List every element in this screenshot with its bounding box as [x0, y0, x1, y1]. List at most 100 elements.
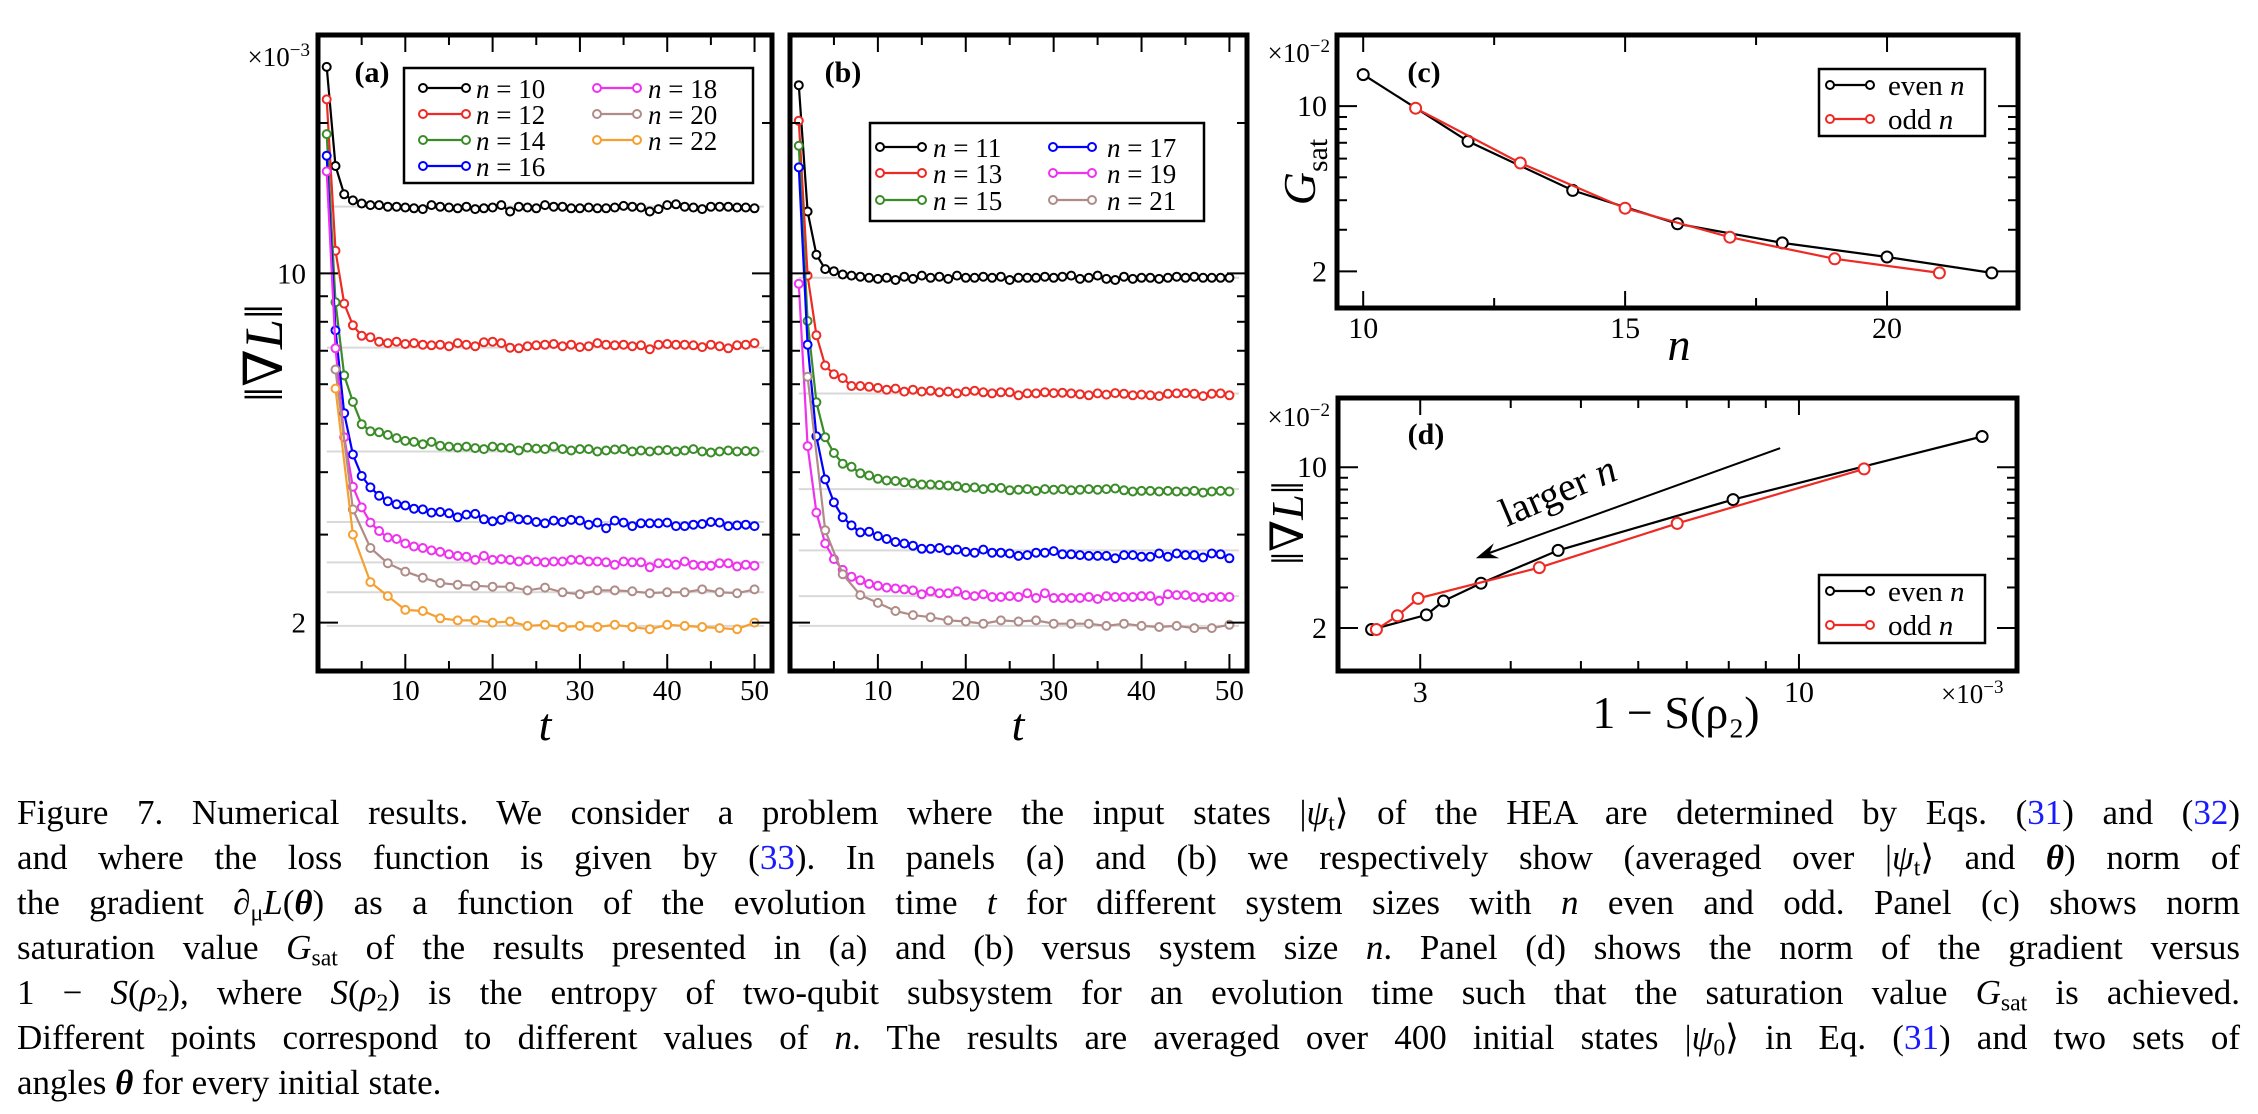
data-point [435, 613, 446, 624]
data-point [916, 479, 927, 490]
data-point [1136, 591, 1147, 602]
data-point [802, 441, 813, 452]
data-point [1092, 550, 1103, 561]
data-point [444, 341, 454, 352]
data-point [1551, 543, 1565, 557]
legend-label-text: = 11 [947, 133, 1002, 163]
data-point [1224, 553, 1235, 564]
data-point [688, 340, 699, 351]
data-point [444, 202, 454, 213]
data-point [916, 270, 927, 281]
plot-area [1365, 430, 1989, 636]
caption-text: angles [17, 1063, 116, 1102]
data-point [382, 429, 393, 440]
legend-marker [1087, 168, 1097, 178]
caption-text: ( [348, 973, 360, 1012]
legend-item: n = 12 [418, 100, 545, 130]
data-point [714, 558, 725, 569]
data-point [952, 270, 962, 281]
data-point [820, 432, 831, 443]
data-point [714, 587, 725, 598]
data-point [531, 517, 542, 527]
data-point [452, 550, 463, 561]
data-point [969, 547, 980, 558]
legend-label-italic: n [648, 100, 662, 130]
data-point [793, 80, 804, 91]
data-point [1127, 550, 1138, 561]
data-point [908, 478, 918, 489]
data-point [1162, 485, 1173, 496]
data-point [609, 619, 620, 630]
data-point [1180, 486, 1191, 497]
x-tick-label: 10 [391, 675, 420, 707]
data-point [452, 442, 463, 453]
legend-label: n = 16 [476, 152, 545, 182]
data-point [496, 200, 507, 211]
data-point [1057, 387, 1068, 398]
equation-reference-link[interactable]: 31 [2027, 793, 2063, 832]
data-point [952, 544, 962, 555]
data-point [697, 622, 708, 632]
data-point [609, 202, 620, 213]
legend-marker [917, 142, 927, 152]
data-point [732, 588, 743, 599]
x-tick-label: 3 [1413, 676, 1428, 709]
data-point [943, 273, 954, 284]
data-point [671, 521, 681, 532]
caption-text: for every initial state. [133, 1063, 442, 1102]
data-point [618, 200, 629, 211]
data-point [505, 554, 516, 565]
legend-item: n = 17 [1048, 133, 1176, 163]
data-point [671, 446, 681, 457]
data-point [820, 360, 831, 371]
x-axis-label: 1 − S(ρ₂) [1592, 687, 1759, 738]
data-point [426, 436, 437, 447]
data-point [426, 507, 437, 518]
data-point [627, 586, 638, 597]
equation-reference-link[interactable]: 32 [2193, 793, 2229, 832]
caption-math: n [834, 1018, 853, 1057]
data-point [1004, 387, 1015, 398]
data-point [1066, 388, 1077, 399]
figure-caption: Figure 7. Numerical results. We consider… [17, 790, 2240, 1105]
data-point [908, 384, 918, 395]
data-point [1419, 608, 1433, 622]
data-point [969, 272, 980, 283]
caption-text: Figure 7. Numerical results. We consider… [17, 793, 1307, 832]
data-point [470, 554, 481, 565]
data-point [566, 554, 577, 565]
equation-reference-link[interactable]: 31 [1903, 1018, 1939, 1057]
equation-reference-link[interactable]: 33 [759, 838, 795, 877]
data-point [1066, 618, 1077, 629]
data-point [1145, 272, 1156, 283]
data-point [592, 203, 603, 214]
data-point [837, 373, 848, 384]
data-point [1004, 591, 1015, 602]
data-point [592, 585, 603, 596]
data-point [356, 198, 367, 209]
data-point [1171, 620, 1182, 631]
data-point [697, 519, 708, 529]
annotation-larger-n: larger n [1493, 446, 1623, 535]
data-point [382, 338, 393, 349]
data-point [583, 444, 594, 455]
data-point [1975, 430, 1989, 443]
data-point [1013, 484, 1024, 495]
data-point [881, 272, 892, 283]
data-point [1136, 551, 1147, 562]
data-point [522, 514, 533, 525]
data-point [1048, 484, 1059, 495]
data-point [522, 202, 533, 213]
data-point [881, 534, 892, 544]
data-point [1039, 484, 1050, 495]
legend-label: n = 18 [648, 74, 717, 104]
data-point [995, 615, 1006, 626]
data-point [347, 195, 358, 206]
data-point [1206, 388, 1217, 399]
caption-text: ). In panels (a) and (b) we respectively… [794, 838, 1892, 877]
data-point [601, 445, 612, 456]
x-tick-label: 15 [1610, 312, 1640, 345]
data-point [1171, 271, 1182, 282]
series-line [1375, 467, 1865, 631]
data-point [601, 339, 612, 350]
